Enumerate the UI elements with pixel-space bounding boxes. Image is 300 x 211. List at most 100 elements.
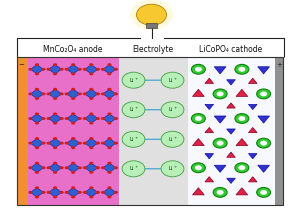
Circle shape [64,166,69,169]
Circle shape [64,117,69,120]
Polygon shape [103,114,116,123]
Polygon shape [30,89,44,99]
Polygon shape [30,139,44,148]
Text: Electrolyte: Electrolyte [132,45,174,54]
Polygon shape [30,65,44,74]
Circle shape [41,166,46,169]
Text: MnCo₂O₄ anode: MnCo₂O₄ anode [44,45,103,54]
Bar [16,57,28,205]
Circle shape [71,137,75,140]
Circle shape [89,137,93,140]
Circle shape [235,64,249,74]
Circle shape [195,67,202,72]
Polygon shape [205,154,214,159]
Circle shape [107,122,112,124]
Circle shape [83,142,87,145]
Polygon shape [248,177,257,182]
Circle shape [28,142,32,145]
Circle shape [107,137,112,140]
Circle shape [35,63,39,66]
Circle shape [260,190,267,195]
Circle shape [101,142,105,145]
Circle shape [101,92,105,95]
Polygon shape [85,188,98,197]
Polygon shape [227,129,235,134]
Circle shape [53,112,57,115]
Polygon shape [103,188,116,197]
Circle shape [89,186,93,189]
Circle shape [46,166,51,169]
Polygon shape [30,114,44,123]
Circle shape [101,191,105,194]
Circle shape [191,163,205,173]
Circle shape [71,97,75,100]
Circle shape [107,195,112,198]
Circle shape [107,112,112,115]
Circle shape [35,195,39,198]
Circle shape [35,88,39,91]
Circle shape [71,63,75,66]
Bar [188,57,274,205]
Circle shape [64,68,69,71]
Polygon shape [49,89,62,99]
Polygon shape [205,78,214,83]
Polygon shape [85,139,98,148]
Circle shape [59,92,64,95]
Circle shape [59,166,64,169]
Circle shape [35,97,39,100]
Circle shape [64,191,69,194]
Circle shape [114,68,118,71]
Polygon shape [258,67,269,74]
Circle shape [114,191,118,194]
Polygon shape [236,188,248,195]
Circle shape [53,72,57,75]
Circle shape [71,195,75,198]
Circle shape [107,186,112,189]
Circle shape [53,162,57,165]
Bar [16,57,283,205]
Circle shape [59,117,64,120]
Circle shape [35,122,39,124]
Text: +: + [276,62,282,68]
Polygon shape [205,104,214,110]
Circle shape [260,141,267,146]
Polygon shape [67,188,80,197]
Circle shape [64,92,69,95]
Polygon shape [236,89,248,96]
Circle shape [89,162,93,165]
Circle shape [122,161,145,177]
Circle shape [238,67,245,72]
Circle shape [71,146,75,149]
Circle shape [89,195,93,198]
Circle shape [64,142,69,145]
Text: Li$^+$: Li$^+$ [128,76,139,85]
Circle shape [35,162,39,165]
Circle shape [114,117,118,120]
Circle shape [78,92,82,95]
Circle shape [89,88,93,91]
Circle shape [101,68,105,71]
Polygon shape [49,65,62,74]
Circle shape [53,186,57,189]
Text: Li$^+$: Li$^+$ [167,164,178,173]
Polygon shape [103,163,116,172]
Circle shape [53,171,57,174]
Circle shape [59,191,64,194]
Circle shape [89,146,93,149]
Polygon shape [214,67,226,74]
Circle shape [89,63,93,66]
Circle shape [89,72,93,75]
Polygon shape [248,78,257,83]
Circle shape [217,141,224,146]
Circle shape [28,117,32,120]
Circle shape [71,122,75,124]
Circle shape [217,190,224,195]
Polygon shape [248,104,257,110]
Circle shape [260,91,267,96]
Circle shape [213,138,227,148]
Polygon shape [227,178,235,183]
Circle shape [213,89,227,99]
Polygon shape [205,177,214,182]
Circle shape [257,89,271,99]
Circle shape [35,137,39,140]
